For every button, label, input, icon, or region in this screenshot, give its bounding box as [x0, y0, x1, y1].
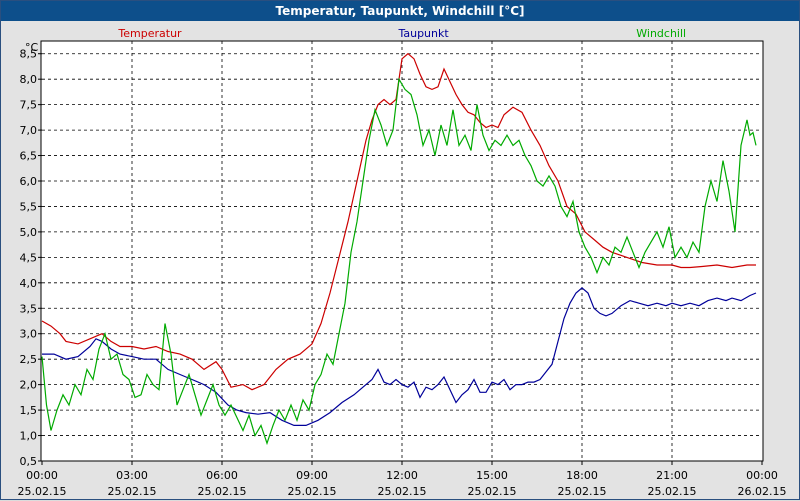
- chart-title: Temperatur, Taupunkt, Windchill [°C]: [1, 1, 799, 21]
- y-tick-label: 5,0: [20, 226, 38, 239]
- x-tick-date: 25.02.15: [558, 485, 607, 498]
- y-tick-label: 4,0: [20, 277, 38, 290]
- legend-item-temperatur: Temperatur: [117, 27, 182, 40]
- x-tick-time: 18:00: [566, 469, 598, 482]
- y-tick-label: 4,5: [20, 251, 38, 264]
- y-tick-label: 8,5: [20, 48, 38, 61]
- x-tick-date: 25.02.15: [18, 485, 67, 498]
- x-tick-time: 21:00: [656, 469, 688, 482]
- legend-item-taupunkt: Taupunkt: [397, 27, 449, 40]
- x-tick-date: 25.02.15: [648, 485, 697, 498]
- y-axis-unit: °C: [25, 41, 39, 54]
- series-line-windchill: [41, 77, 757, 446]
- y-tick-label: 1,5: [20, 404, 38, 417]
- x-tick-date: 26.02.15: [738, 485, 787, 498]
- y-tick-label: 1,0: [20, 430, 38, 443]
- y-tick-label: 5,5: [20, 200, 38, 213]
- x-axis: 00:00 25.02.15 03:00 25.02.15 06:00 25.02.15 0…: [18, 461, 787, 498]
- x-tick-date: 25.02.15: [378, 485, 427, 498]
- x-tick-time: 15:00: [476, 469, 508, 482]
- y-tick-label: 6,0: [20, 175, 38, 188]
- x-tick-date: 25.02.15: [468, 485, 517, 498]
- y-tick-label: 2,0: [20, 379, 38, 392]
- x-tick-time: 00:00: [746, 469, 778, 482]
- x-tick-date: 25.02.15: [108, 485, 157, 498]
- y-tick-label: 2,5: [20, 353, 38, 366]
- x-tick-time: 12:00: [386, 469, 418, 482]
- x-tick-time: 00:00: [26, 469, 58, 482]
- x-tick-date: 25.02.15: [198, 485, 247, 498]
- y-tick-label: 3,0: [20, 328, 38, 341]
- y-tick-label: 7,5: [20, 99, 38, 112]
- x-tick-time: 06:00: [206, 469, 238, 482]
- series-lines: [41, 52, 757, 446]
- y-tick-label: 0,5: [20, 455, 38, 468]
- series-line-taupunkt: [42, 287, 757, 426]
- x-tick-date: 25.02.15: [288, 485, 337, 498]
- series-line-temperatur: [41, 52, 756, 391]
- y-tick-label: 8,0: [20, 73, 38, 86]
- x-tick-time: 03:00: [116, 469, 148, 482]
- y-tick-label: 7,0: [20, 124, 38, 137]
- legend: Temperatur Taupunkt Windchill: [117, 27, 686, 40]
- legend-item-windchill: Windchill: [636, 27, 686, 40]
- y-axis: 0,5 1,0 1,5 2,0 2,5 3,0 3,5 4,0 4,5 5,0 5,5 6,0 6,5 7…: [20, 48, 42, 468]
- y-tick-label: 3,5: [20, 302, 38, 315]
- y-tick-label: 6,5: [20, 150, 38, 163]
- x-tick-time: 09:00: [296, 469, 328, 482]
